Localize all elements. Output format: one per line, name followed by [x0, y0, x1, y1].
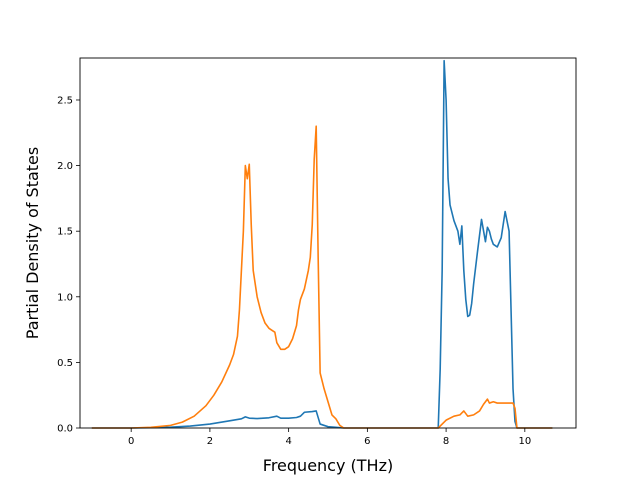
series-line-1 — [91, 59, 553, 429]
x-axis-label: Frequency (THz) — [263, 456, 393, 475]
y-tick-label: 0.0 — [57, 424, 73, 435]
y-tick-label: 1.0 — [57, 292, 73, 303]
y-axis-label: Partial Density of States — [23, 147, 42, 339]
y-axis-ticks: 0.0 0.5 1.0 1.5 2.0 2.5 — [57, 95, 80, 435]
series-line-2 — [91, 125, 553, 429]
x-tick-label: 2 — [207, 436, 213, 447]
x-tick-label: 6 — [364, 436, 370, 447]
x-tick-label: 8 — [443, 436, 449, 447]
x-tick-label: 4 — [285, 436, 291, 447]
plot-frame — [79, 57, 577, 429]
y-tick-label: 2.5 — [57, 95, 73, 106]
x-tick-label: 10 — [518, 436, 531, 447]
x-tick-label: 0 — [128, 436, 134, 447]
y-tick-label: 0.5 — [57, 358, 73, 369]
plot-lines — [91, 59, 553, 429]
y-tick-label: 2.0 — [57, 161, 73, 172]
x-axis-ticks: 0 2 4 6 8 10 — [128, 428, 531, 447]
y-tick-label: 1.5 — [57, 227, 73, 238]
